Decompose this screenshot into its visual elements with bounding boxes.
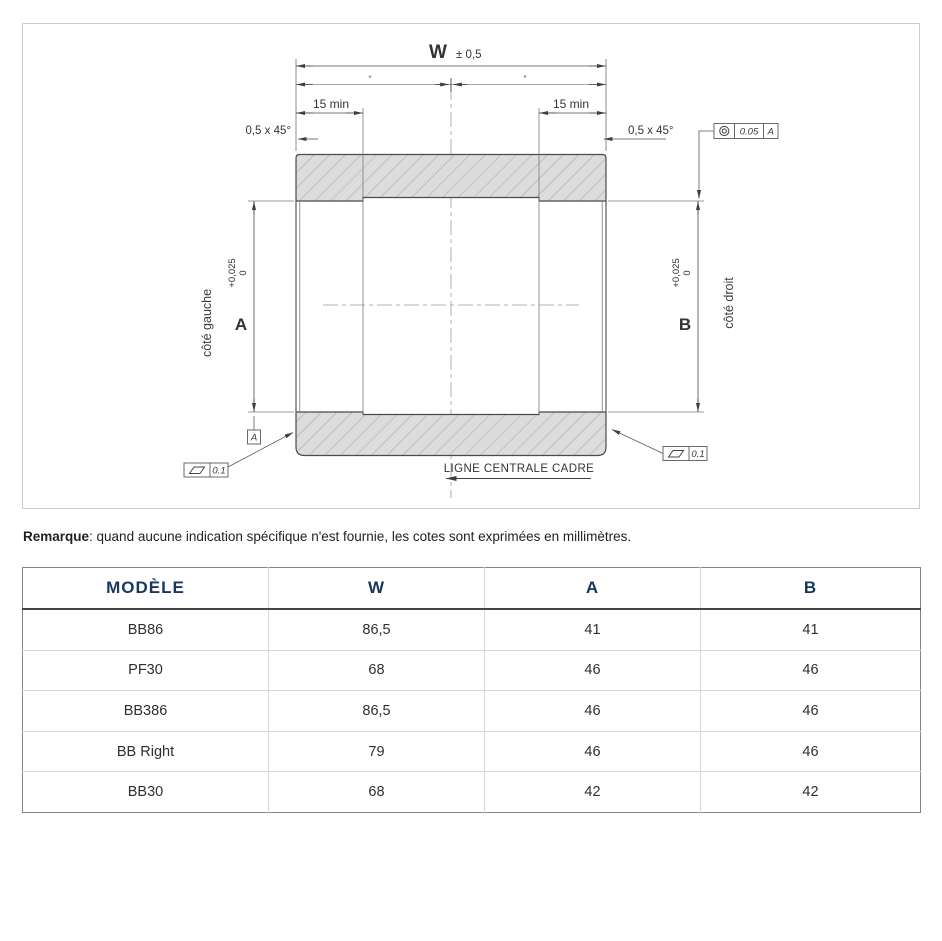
chamfer-edges [299,197,603,415]
dimension-15min-right [538,108,606,197]
equal-mark-right: ″ [523,74,527,84]
bore-edges [295,201,607,412]
bottom-bracket-section-drawing: W ± 0,5 ″ ″ 15 min [183,42,779,498]
table-row: BB30 68 42 42 [22,771,921,813]
bore-b-tol-lower: 0 [682,270,693,275]
dim-w-label: W [429,42,447,63]
bottom-wall-hatched [295,411,607,457]
datum-a: A [247,416,261,445]
side-right-label: côté droit [722,277,736,329]
cell-model: PF30 [22,649,269,691]
cell-a: 42 [484,771,701,813]
cell-b: 46 [700,730,921,772]
table-row: PF30 68 46 46 [22,649,921,691]
bb-standards-table: MODÈLE W A B BB86 86,5 41 41 PF30 68 46 … [22,567,921,813]
technical-drawing-panel: W ± 0,5 ″ ″ 15 min [22,23,920,509]
cell-w: 79 [268,730,485,772]
part-section [295,153,607,457]
remark-label: Remarque [23,529,90,544]
cell-w: 86,5 [268,608,485,651]
header-modele: MODÈLE [22,567,269,610]
dim-15min-right-label: 15 min [553,97,589,111]
bore-a-tolerance: +0,025 0 [227,258,249,287]
bore-b-tol-upper: +0,025 [671,258,682,287]
cell-w: 68 [268,649,485,691]
cell-b: 41 [700,608,921,651]
table-row: BB Right 79 46 46 [22,730,921,772]
cell-w: 68 [268,771,485,813]
cell-a: 46 [484,690,701,732]
cell-a: 46 [484,730,701,772]
concentricity-icon [719,125,730,137]
bore-a-tol-lower: 0 [238,270,249,275]
table-row: BB86 86,5 41 41 [22,608,921,651]
dimension-w [295,59,607,151]
table-row: BB386 86,5 46 46 [22,690,921,732]
cell-b: 46 [700,690,921,732]
bore-a-label: A [235,315,247,334]
side-left-label: côté gauche [200,289,214,357]
fcf-concentricity: 0.05 A [696,123,779,199]
fcf-flatness-left-value: 0.1 [212,466,225,477]
cell-model: BB Right [22,730,269,772]
flatness-icon [667,450,685,458]
fcf-concentricity-datum: A [767,127,774,138]
fcf-flatness-right-value: 0.1 [691,449,704,460]
dim-15min-left-label: 15 min [313,97,349,111]
top-wall-hatched [295,153,607,202]
remark-text: : quand aucune indication spécifique n'e… [89,529,632,544]
cell-a: 46 [484,649,701,691]
chamfer-right-label: 0,5 x 45° [628,125,674,137]
cell-model: BB386 [22,690,269,732]
dimension-w-half [296,78,606,92]
cell-model: BB86 [22,608,269,651]
cell-w: 86,5 [268,690,485,732]
bore-b-tolerance: +0,025 0 [671,258,693,287]
header-a: A [484,567,701,610]
cell-b: 42 [700,771,921,813]
bore-b-label: B [679,315,691,334]
frame-centerline-label: LIGNE CENTRALE CADRE [444,463,595,475]
dim-w-tolerance: ± 0,5 [456,49,482,61]
dimension-bore-b [608,200,704,413]
table-header-row: MODÈLE W A B [22,567,921,610]
remark-note: Remarque: quand aucune indication spécif… [23,529,903,544]
datum-a-label: A [250,433,257,444]
header-w: W [268,567,485,610]
dimension-bore-a [248,200,294,413]
fcf-concentricity-value: 0.05 [740,127,759,138]
cell-b: 46 [700,649,921,691]
chamfer-left-label: 0,5 x 45° [245,125,291,137]
cell-model: BB30 [22,771,269,813]
bore-a-tol-upper: +0,025 [227,258,238,287]
fcf-flatness-left: 0.1 [183,432,294,478]
side-left-label-group: côté gauche [200,289,214,357]
side-right-label-group: côté droit [722,277,736,329]
cell-a: 41 [484,608,701,651]
header-b: B [700,567,921,610]
dimension-15min-left [296,108,364,197]
flatness-icon [188,466,206,474]
equal-mark-left: ″ [368,74,372,84]
fcf-flatness-right: 0.1 [611,429,708,461]
